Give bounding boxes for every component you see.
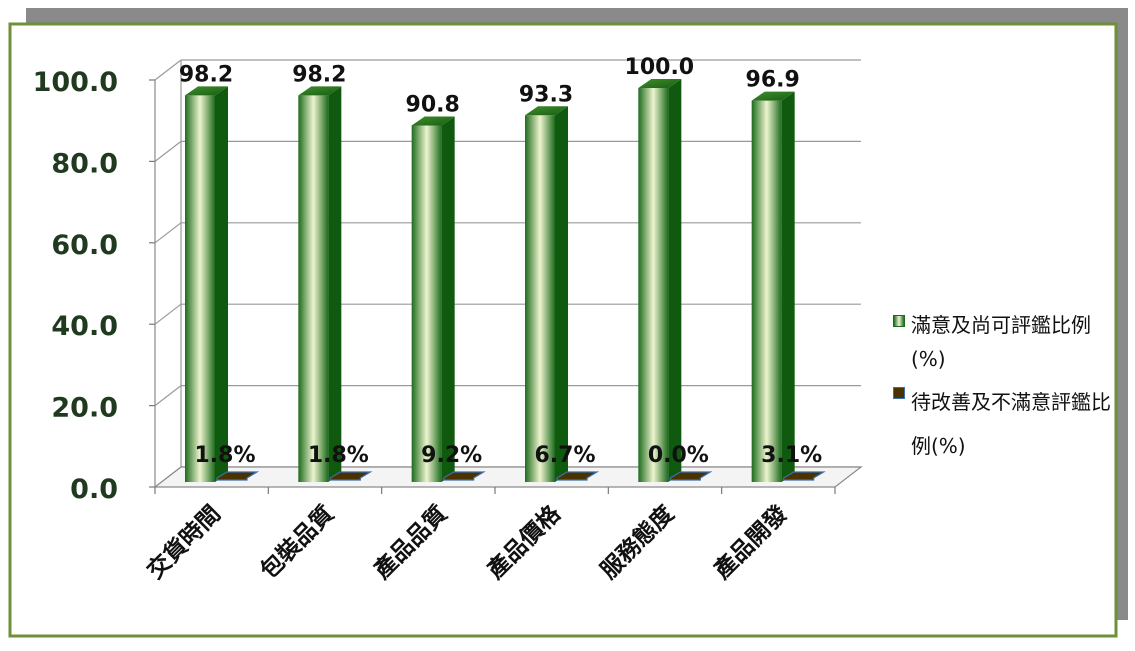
data-label-satisfied: 90.8	[406, 92, 460, 117]
y-tick-label: 100.0	[33, 67, 118, 98]
bar-top	[525, 106, 568, 116]
y-tick-label: 0.0	[70, 474, 118, 505]
bar-side	[781, 91, 795, 482]
gridline-side	[154, 140, 182, 162]
bar-side	[555, 106, 568, 483]
bar-side	[668, 79, 682, 482]
legend-label-satisfied: 滿意及尚可評鑑比例(%)	[911, 313, 1091, 371]
data-label-unsatisfied: 1.8%	[194, 443, 255, 468]
bar-side	[441, 116, 455, 482]
bar-top	[638, 79, 682, 88]
legend-label-unsatisfied: 待改善及不滿意評鑑比例(%)	[911, 390, 1111, 458]
bar-satisfied	[751, 100, 782, 482]
data-label-satisfied: 98.2	[179, 62, 233, 87]
gridline-side	[154, 222, 182, 244]
y-tick-label: 80.0	[51, 148, 118, 179]
data-label-satisfied: 93.3	[519, 82, 573, 107]
bar-top	[751, 91, 795, 101]
data-label-unsatisfied: 3.1%	[761, 443, 822, 468]
data-label-unsatisfied: 9.2%	[421, 443, 482, 468]
legend-swatch-satisfied	[893, 315, 905, 327]
data-label-satisfied: 100.0	[625, 55, 695, 80]
data-label-unsatisfied: 6.7%	[534, 443, 595, 468]
y-tick-label: 20.0	[51, 393, 118, 424]
bar-unsatisfied	[556, 471, 600, 481]
bar-top	[411, 116, 455, 126]
bar-unsatisfied	[329, 471, 373, 481]
bar-top	[185, 86, 228, 96]
legend: 滿意及尚可評鑑比例(%) 待改善及不滿意評鑑比例(%)	[893, 308, 1123, 472]
bar-layer	[185, 79, 826, 483]
bar-satisfied	[411, 125, 442, 482]
legend-item-unsatisfied: 待改善及不滿意評鑑比例(%)	[893, 380, 1123, 468]
gridline-side	[154, 303, 182, 325]
axis-layer: 0.0 20.0 40.0 60.0 80.0 100.0	[33, 67, 836, 505]
legend-item-satisfied: 滿意及尚可評鑑比例(%)	[893, 308, 1123, 376]
y-tick-label: 40.0	[51, 311, 118, 342]
legend-swatch-unsatisfied	[893, 387, 905, 399]
bar-unsatisfied	[669, 471, 713, 481]
bar-unsatisfied	[783, 471, 826, 481]
data-label-satisfied: 98.2	[292, 62, 346, 87]
data-label-unsatisfied: 0.0%	[648, 443, 709, 468]
gridline-side	[154, 59, 182, 81]
bar-unsatisfied	[443, 471, 486, 481]
bar-unsatisfied	[216, 471, 260, 481]
bar-satisfied	[638, 88, 669, 482]
bar-side	[215, 86, 228, 483]
data-label-satisfied: 96.9	[746, 68, 800, 93]
bar-top	[298, 86, 342, 96]
bar-satisfied	[525, 115, 555, 483]
data-label-unsatisfied: 1.8%	[308, 443, 369, 468]
bar-side	[328, 86, 342, 483]
y-tick-label: 60.0	[51, 230, 118, 261]
bar-satisfied	[298, 95, 329, 483]
bar-satisfied	[185, 95, 215, 483]
gridline-side	[154, 385, 182, 407]
